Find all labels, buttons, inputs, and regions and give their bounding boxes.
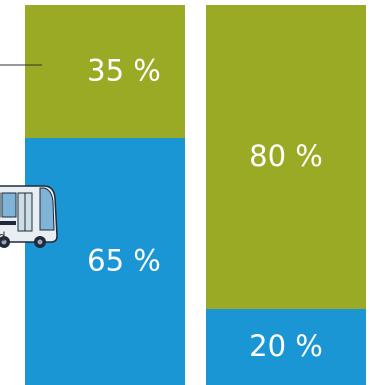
bars-layer: 65 % 35 % 20 % 80 % [25,5,366,385]
data-label-1-2: 35 % [87,54,161,88]
bar-segment-2-2 [206,5,366,309]
data-label-2-2: 80 % [249,139,323,173]
bar-segment-1-2 [25,5,185,138]
bar-segment-2-1 [206,309,366,385]
bus-icon [0,185,58,248]
data-label-2-1: 20 % [249,329,323,363]
bar-segment-1-1 [25,138,185,385]
data-label-1-1: 65 % [87,244,161,278]
cropped-annotation-text: d [0,230,6,244]
